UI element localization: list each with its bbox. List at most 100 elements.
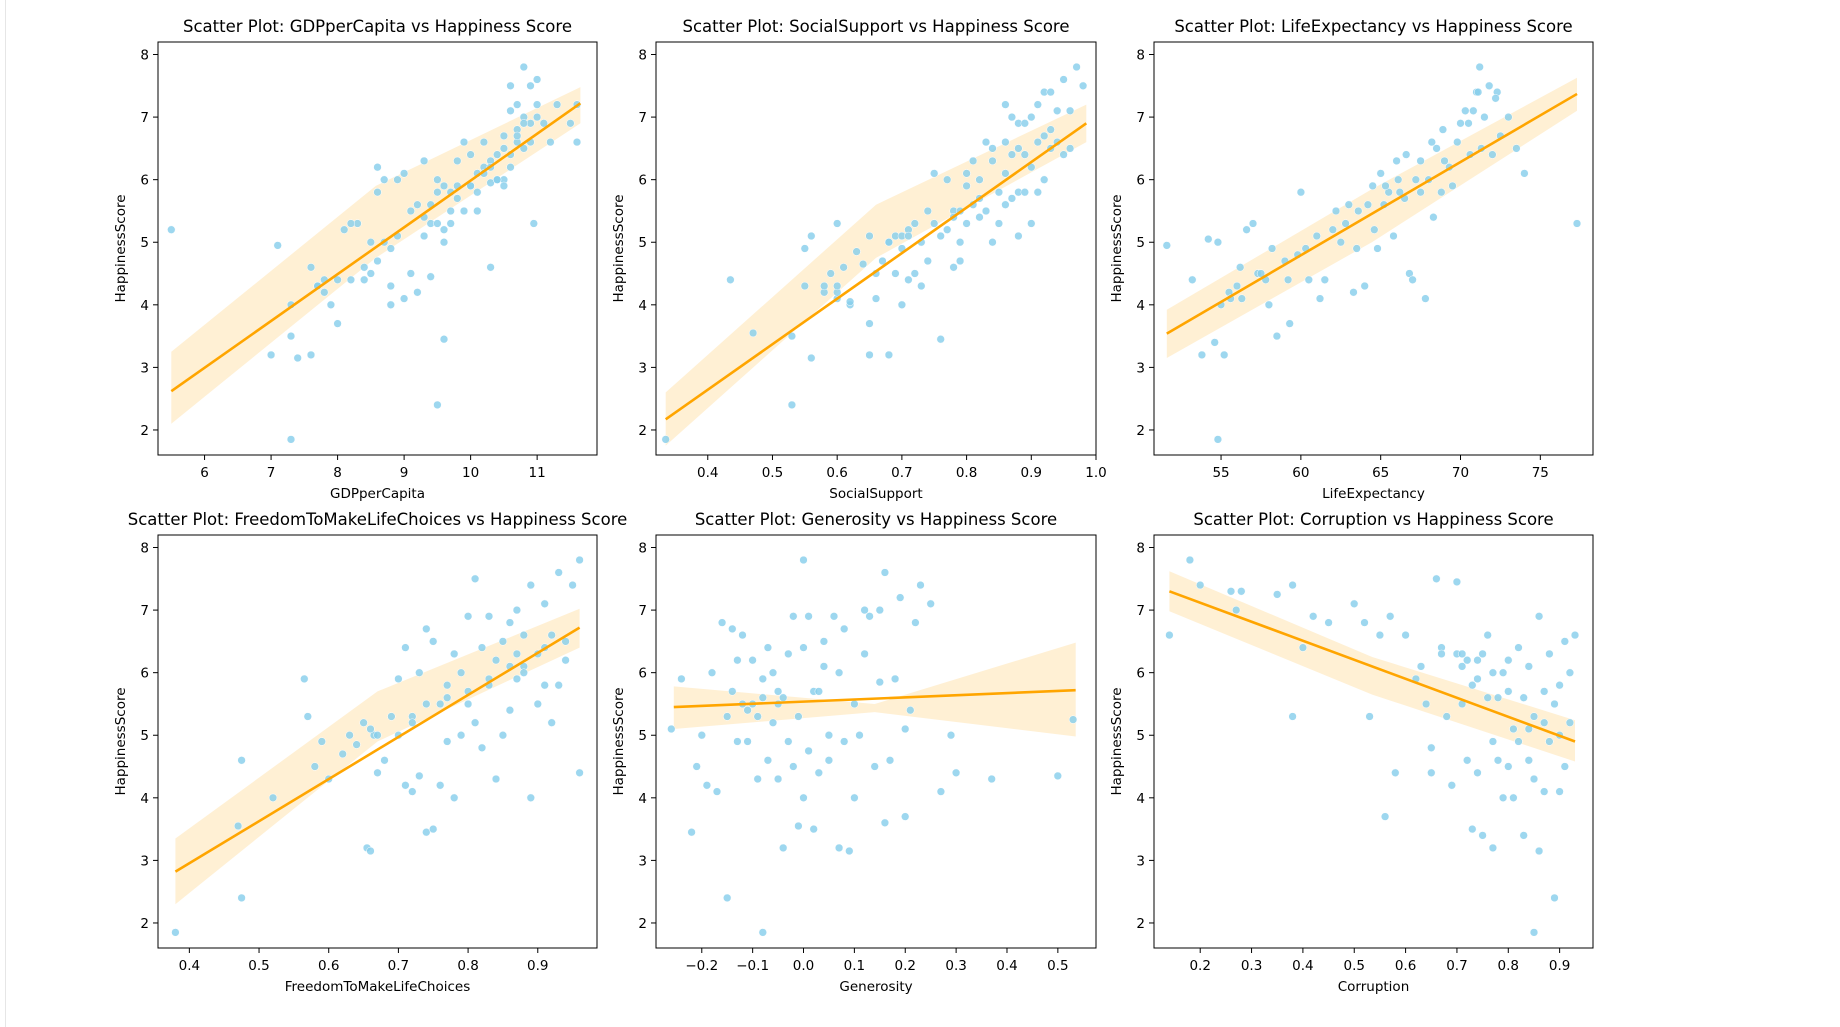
scatter-point <box>436 781 445 790</box>
regression-line <box>1166 92 1578 335</box>
scatter-point <box>809 824 818 834</box>
scatter-point <box>439 181 449 191</box>
scatter-point <box>975 213 984 222</box>
scatter-point <box>429 637 438 646</box>
scatter-point <box>1014 144 1023 153</box>
scatter-point <box>366 724 375 734</box>
y-tick-label: 6 <box>140 173 149 189</box>
x-axis-label: GDPperCapita <box>330 486 425 502</box>
scatter-point <box>1285 319 1294 328</box>
scatter-point <box>443 681 452 690</box>
scatter-point <box>845 846 854 856</box>
scatter-point <box>1331 206 1341 216</box>
scatter-point <box>171 928 180 937</box>
scatter-point <box>1380 812 1390 821</box>
y-tick-label: 7 <box>638 110 647 126</box>
scatter-point <box>807 353 816 363</box>
y-tick-label: 2 <box>638 916 647 932</box>
scatter-point <box>1078 81 1088 90</box>
scatter-point <box>237 893 246 903</box>
scatter-point <box>373 256 382 266</box>
scatter-point <box>1411 175 1420 184</box>
scatter-point <box>1213 238 1223 247</box>
scatter-point <box>561 656 570 665</box>
scatter-point <box>1427 137 1436 147</box>
scatter-point <box>800 244 809 253</box>
scatter-point <box>968 156 978 166</box>
scatter-point <box>884 238 894 247</box>
scatter-point <box>901 812 910 821</box>
scatter-point <box>1475 62 1484 72</box>
scatter-point <box>840 624 849 634</box>
scatter-point <box>519 62 528 72</box>
scatter-point <box>1053 106 1062 115</box>
scatter-point <box>512 649 522 659</box>
scatter-point <box>1478 831 1487 840</box>
chart-panel-2: 0.4 0.5 0.6 0.7 0.8 0.9 1.0 2 3 4 5 6 7 8 Scatter Plot… <box>611 17 1107 502</box>
scatter-point <box>728 687 737 696</box>
window-edge <box>5 0 6 1027</box>
scatter-point <box>1349 288 1358 297</box>
scatter-point <box>433 400 442 410</box>
scatter-point <box>505 706 515 715</box>
axes-frame <box>655 534 1097 949</box>
scatter-point <box>955 256 965 266</box>
scatter-point <box>1059 75 1068 84</box>
scatter-point <box>717 618 727 627</box>
scatter-point <box>513 100 522 109</box>
scatter-point <box>446 219 455 228</box>
x-tick-label: 0.7 <box>891 465 912 481</box>
scatter-point <box>884 350 894 360</box>
scatter-point <box>373 163 382 172</box>
scatter-point <box>897 300 907 309</box>
y-tick-label: 3 <box>1136 360 1145 376</box>
x-tick-label: 0.2 <box>895 958 916 974</box>
scatter-point <box>1427 768 1436 777</box>
scatter-point <box>1020 119 1029 128</box>
scatter-point <box>1427 743 1436 752</box>
scatter-point <box>988 156 997 166</box>
scatter-point <box>981 206 991 216</box>
scatter-point <box>946 731 956 740</box>
scatter-point <box>1457 649 1467 659</box>
scatter-point <box>1509 724 1518 734</box>
scatter-point <box>386 244 395 253</box>
scatter-point <box>1473 768 1482 777</box>
scatter-point <box>910 219 919 228</box>
scatter-point <box>519 630 528 640</box>
scatter-point <box>768 718 778 727</box>
scatter-point <box>1298 643 1308 652</box>
scatter-point <box>505 618 515 627</box>
y-tick-label: 5 <box>1136 235 1145 251</box>
scatter-point <box>824 756 834 765</box>
x-tick-label: 0.9 <box>1549 958 1570 974</box>
scatter-point <box>1373 244 1382 253</box>
scatter-point <box>266 350 276 360</box>
x-tick-label: 75 <box>1532 465 1549 481</box>
scatter-point <box>433 175 442 184</box>
scatter-point <box>386 300 395 309</box>
scatter-point <box>1421 294 1430 303</box>
scatter-point <box>975 175 984 184</box>
scatter-point <box>1540 718 1549 727</box>
scatter-point <box>491 656 501 665</box>
scatter-point <box>789 612 798 621</box>
x-tick-label: 10 <box>462 465 479 481</box>
y-tick-label: 7 <box>140 110 149 126</box>
scatter-point <box>787 331 797 341</box>
scatter-point <box>743 706 752 715</box>
scatter-point <box>506 163 515 172</box>
scatter-point <box>1432 144 1441 153</box>
scatter-point <box>1304 275 1313 284</box>
scatter-point <box>1540 787 1549 796</box>
y-tick-label: 2 <box>638 423 647 439</box>
scatter-point <box>237 756 246 765</box>
scatter-point <box>1437 649 1446 659</box>
scatter-point <box>962 219 971 228</box>
x-tick-label: 8 <box>333 465 342 481</box>
y-tick-label: 8 <box>638 541 647 557</box>
scatter-point <box>1020 150 1029 159</box>
scatter-point <box>453 194 462 203</box>
scatter-point <box>540 599 549 608</box>
scatter-point <box>758 674 767 684</box>
